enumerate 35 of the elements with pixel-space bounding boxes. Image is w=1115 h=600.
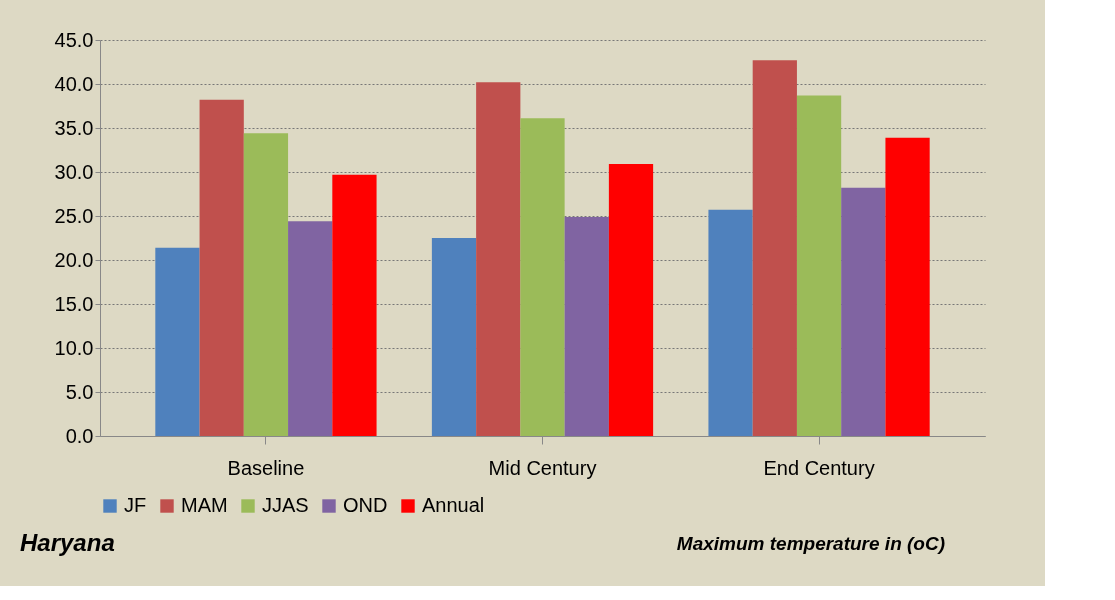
bar <box>476 82 521 436</box>
bar <box>431 238 477 436</box>
y-tick-label: 10.0 <box>54 336 94 359</box>
bar <box>243 133 289 436</box>
legend-label: Annual <box>422 494 485 516</box>
bar <box>796 95 842 436</box>
bar <box>841 187 886 436</box>
legend-label: JF <box>124 494 147 516</box>
y-tick-label: 25.0 <box>54 204 94 227</box>
bar <box>708 209 753 436</box>
y-tick-label: 0.0 <box>65 424 94 447</box>
bar <box>564 216 609 436</box>
legend-label: OND <box>343 494 388 516</box>
bar <box>288 221 333 436</box>
y-tick-label: 45.0 <box>54 28 94 51</box>
bar <box>608 164 654 436</box>
legend-label: JJAS <box>262 494 309 516</box>
bar <box>199 99 244 436</box>
y-tick-label: 5.0 <box>65 380 94 403</box>
x-tick-label: Mid Century <box>488 456 597 479</box>
text: Haryana <box>20 529 115 556</box>
y-tick-label: 15.0 <box>54 292 94 315</box>
bar <box>155 247 200 436</box>
bar <box>752 60 797 436</box>
bar <box>520 118 565 436</box>
text: Maximum temperature in (oC) <box>676 533 945 554</box>
x-tick-label: Baseline <box>227 456 305 479</box>
y-tick-label: 30.0 <box>54 160 94 183</box>
bar <box>885 137 930 436</box>
y-tick-label: 20.0 <box>54 248 94 271</box>
y-tick-label: 35.0 <box>54 116 94 139</box>
bar <box>332 174 377 436</box>
y-tick-label: 40.0 <box>54 72 94 95</box>
x-tick-label: End Century <box>763 456 875 479</box>
legend-label: MAM <box>181 494 228 516</box>
